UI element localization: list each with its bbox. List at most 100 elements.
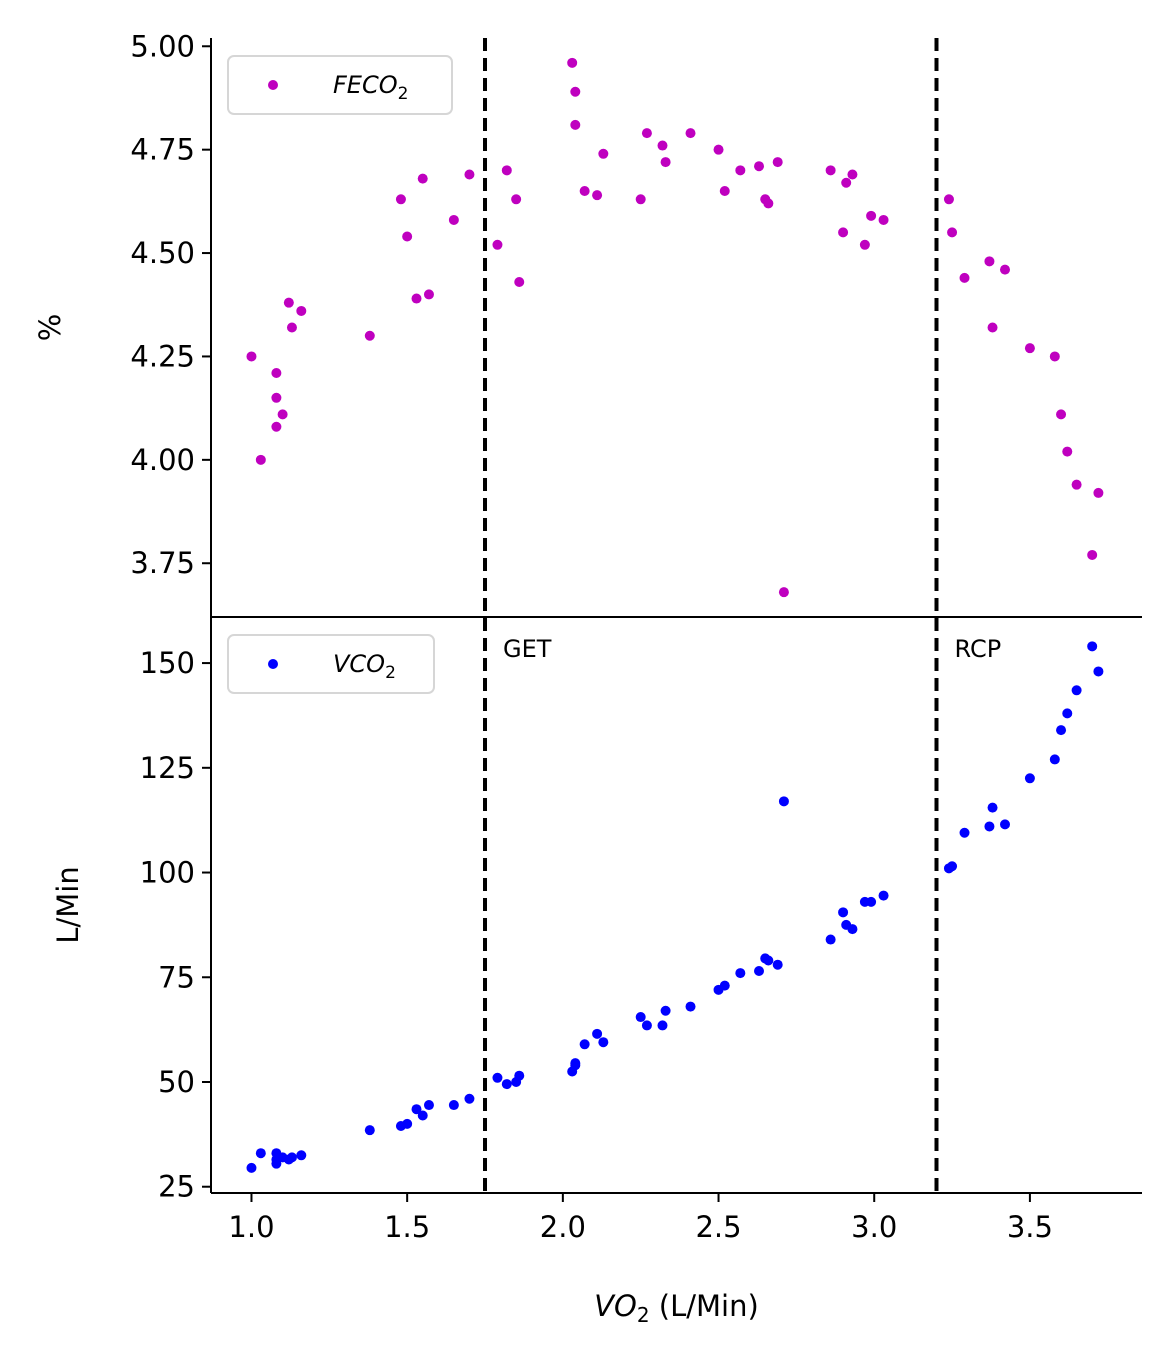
vco2-data-point [411,1104,422,1115]
xtick-label: 2.5 [695,1210,741,1244]
vco2-data-point [657,1020,668,1031]
vco2-data-point [772,959,783,970]
feco2-data-point [841,177,852,188]
vco2-data-point [592,1028,603,1039]
feco2-data-point [271,392,282,403]
vco2-data-point [763,955,774,966]
top-y-axis-label: % [33,314,67,342]
feco2-data-point [255,454,266,465]
top-ytick-label: 3.75 [130,546,195,580]
xtick-label: 2.0 [540,1210,586,1244]
feco2-data-point [987,322,998,333]
vco2-legend-label: VCO2 [333,650,396,683]
vco2-data-point [1062,708,1073,719]
vco2-data-point [878,890,889,901]
bottom-ytick-label: 125 [140,751,195,785]
bottom-panel: 25 50 75 100 125 150 1.0 1.5 2.0 2.5 3.0 3.5 L/Min VO… [51,617,1142,1327]
x-axis-label: VO2 (L/Min) [594,1289,759,1327]
feco2-data-point [947,227,958,238]
feco2-data-point [641,128,652,139]
feco2-data-point [1062,446,1073,457]
feco2-data-point [598,148,609,159]
vco2-data-point [417,1110,428,1121]
feco2-data-point [866,210,877,221]
x-axis-label-unit: (L/Min) [650,1289,759,1323]
x-axis-label-base: VO [594,1289,637,1323]
feco2-data-point [735,165,746,176]
feco2-data-point [579,186,590,197]
vco2-data-point [984,821,995,832]
bottom-ytick-label: 75 [158,960,195,994]
feco2-data-point [635,194,646,205]
feco2-data-point [1024,343,1035,354]
xtick-label: 1.5 [384,1210,430,1244]
vco2-data-point [1056,725,1067,736]
feco2-data-point [271,367,282,378]
feco2-data-point [943,194,954,205]
bottom-ytick-label: 150 [140,646,195,680]
feco2-data-point [999,264,1010,275]
feco2-data-point [713,144,724,155]
feco2-data-point [778,587,789,598]
vco2-legend-label-base: VCO [333,650,385,678]
vco2-data-point [778,796,789,807]
vco2-data-point [847,924,858,935]
feco2-data-point [492,239,503,250]
vco2-data-point [579,1039,590,1050]
vco2-data-point [598,1037,609,1048]
vco2-data-point [402,1118,413,1129]
vco2-data-point [685,1001,696,1012]
feco2-data-point [402,231,413,242]
threshold-label-get: GET [503,635,552,663]
vco2-data-point [246,1162,257,1173]
feco2-data-point [984,256,995,267]
threshold-lines: GET RCP [483,38,1001,1193]
feco2-legend-box [227,55,453,115]
feco2-data-point [1056,409,1067,420]
feco2-data-point [511,194,522,205]
vco2-data-point [501,1079,512,1090]
feco2-data-point [763,198,774,209]
vco2-data-point [719,980,730,991]
vco2-data-point [735,968,746,979]
feco2-data-point [878,214,889,225]
x-axis-label-subscript: 2 [637,1303,650,1327]
vco2-data-point [1071,685,1082,696]
feco2-data-point [501,165,512,176]
feco2-data-point [570,119,581,130]
feco2-data-point [423,289,434,300]
vco2-data-point [286,1152,297,1163]
vco2-data-point [825,934,836,945]
feco2-data-point [283,297,294,308]
vco2-data-point [947,861,958,872]
vco2-data-point [999,819,1010,830]
top-ytick-label: 4.75 [130,133,195,167]
vco2-data-point [987,802,998,813]
vco2-data-point [423,1100,434,1111]
top-ytick-label: 4.25 [130,339,195,373]
feco2-data-point [411,293,422,304]
feco2-data-point [567,57,578,68]
vco2-data-point [492,1072,503,1083]
vco2-data-point [255,1148,266,1159]
xtick-label: 3.5 [1007,1210,1053,1244]
vco2-data-point [570,1058,581,1069]
vco2-data-point [641,1020,652,1031]
feco2-data-point [838,227,849,238]
feco2-data-point [825,165,836,176]
vco2-data-point [364,1125,375,1136]
feco2-data-point [1071,479,1082,490]
feco2-legend-label-base: FECO [333,71,398,99]
bottom-ytick-label: 50 [158,1065,195,1099]
vco2-legend-marker [268,659,278,669]
feco2-legend-marker [268,80,278,90]
feco2-data-point [286,322,297,333]
bottom-y-axis-label: L/Min [51,866,85,943]
vco2-data-point [1093,666,1104,677]
vco2-data-point [1049,754,1060,765]
feco2-data-point [271,421,282,432]
vco2-legend-label-subscript: 2 [385,663,396,683]
vco2-data-point [838,907,849,918]
